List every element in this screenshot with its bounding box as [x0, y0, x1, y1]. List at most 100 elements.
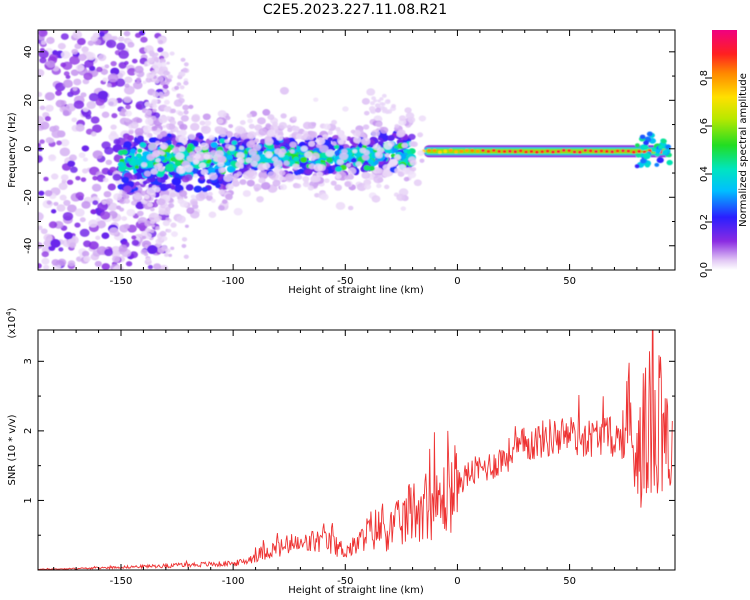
- heatmap-cell: [248, 123, 255, 129]
- heatmap-cell: [137, 135, 144, 141]
- heatmap-cell: [610, 150, 615, 154]
- heatmap-cell: [256, 196, 264, 203]
- heatmap-cell: [150, 219, 156, 225]
- heatmap-cell: [208, 172, 218, 181]
- heatmap-cell: [298, 168, 305, 174]
- heatmap-cell: [289, 149, 295, 154]
- heatmap-cell: [67, 204, 77, 213]
- heatmap-cell: [370, 109, 377, 114]
- heatmap-cell: [148, 137, 156, 143]
- heatmap-cell: [149, 229, 155, 234]
- heatmap-cell: [147, 264, 154, 270]
- heatmap-cell: [63, 199, 71, 206]
- heatmap-cell: [88, 219, 98, 228]
- heatmap-cell: [626, 149, 631, 153]
- heatmap-cell: [190, 194, 196, 199]
- heatmap-cell: [408, 133, 416, 141]
- heatmap-cell: [125, 261, 133, 267]
- heatmap-cell: [132, 81, 143, 90]
- heatmap-cell: [121, 149, 128, 155]
- heatmap-cell: [133, 192, 143, 200]
- heatmap-cell: [513, 150, 518, 154]
- heatmap-cell: [246, 113, 253, 119]
- heatmap-cell: [257, 117, 266, 125]
- heatmap-cell: [127, 41, 135, 48]
- heatmap-cell: [236, 171, 242, 176]
- heatmap-cell: [151, 125, 158, 131]
- heatmap-cell: [261, 181, 271, 190]
- heatmap-cell: [110, 124, 117, 130]
- heatmap-cell: [159, 144, 166, 150]
- snr-frame: [37, 329, 676, 571]
- heatmap-cell: [214, 126, 225, 135]
- heatmap-cell: [247, 131, 257, 139]
- heatmap-cell: [202, 113, 211, 121]
- heatmap-cell: [67, 160, 76, 167]
- heatmap-cell: [144, 252, 149, 257]
- colorbar-tick-label: 0.0: [699, 262, 710, 278]
- heatmap-cell: [373, 175, 384, 184]
- heatmap-cell: [86, 101, 96, 109]
- heatmap-cell: [181, 176, 190, 183]
- heatmap-cell: [334, 184, 342, 191]
- heatmap-cell: [157, 198, 166, 206]
- heatmap-cell: [123, 141, 132, 149]
- heatmap-cell: [284, 138, 290, 144]
- heatmap-cell: [231, 140, 238, 146]
- heatmap-cell: [38, 225, 43, 231]
- heatmap-cell: [300, 156, 308, 163]
- heatmap-cell: [75, 176, 81, 181]
- heatmap-cell: [123, 30, 131, 37]
- snr-y-axis-label: SNR (10 * v/v): [7, 414, 18, 485]
- heatmap-cell: [302, 121, 312, 130]
- heatmap-cell: [90, 116, 100, 124]
- heatmap-cell: [78, 152, 86, 159]
- heatmap-cell: [377, 99, 381, 103]
- heatmap-cell: [79, 228, 90, 237]
- heatmap-cell: [179, 94, 184, 98]
- heatmap-cell: [276, 134, 284, 141]
- heatmap-cell: [361, 154, 370, 161]
- heatmap-cell: [327, 130, 333, 135]
- heatmap-y-axis-label: Frequency (Hz): [7, 112, 18, 188]
- heatmap-cell: [245, 157, 253, 164]
- heatmap-cell: [356, 182, 367, 192]
- heatmap-cell: [161, 236, 168, 242]
- heatmap-cell: [223, 174, 233, 182]
- heatmap-cell: [642, 144, 649, 150]
- heatmap-cell: [368, 159, 374, 164]
- heatmap-cell: [143, 194, 150, 200]
- heatmap-cell: [104, 248, 114, 257]
- x-tick-label: -100: [222, 576, 245, 587]
- heatmap-cell: [291, 116, 297, 121]
- heatmap-cell: [397, 164, 407, 172]
- heatmap-cell: [189, 151, 196, 157]
- heatmap-cell: [153, 163, 162, 170]
- heatmap-cell: [53, 201, 59, 207]
- heatmap-cell: [283, 160, 290, 166]
- heatmap-cell: [594, 149, 598, 154]
- heatmap-cell: [325, 149, 335, 157]
- heatmap-cell: [236, 151, 245, 159]
- heatmap-cell: [225, 115, 231, 121]
- heatmap-cell: [44, 115, 51, 122]
- heatmap-cell: [160, 137, 167, 143]
- heatmap-cell: [146, 245, 158, 255]
- heatmap-cell: [145, 118, 154, 125]
- heatmap-cell: [104, 64, 110, 69]
- heatmap-cell: [101, 232, 110, 240]
- heatmap-cell: [153, 263, 162, 270]
- heatmap-cell: [634, 143, 640, 148]
- heatmap-cell: [289, 141, 297, 148]
- heatmap-cell: [208, 135, 215, 141]
- heatmap-cell: [158, 115, 168, 124]
- heatmap-cell: [158, 70, 165, 76]
- heatmap-cell: [44, 190, 53, 197]
- heatmap-cell: [308, 140, 316, 147]
- heatmap-cell: [129, 251, 138, 259]
- heatmap-cell: [81, 201, 91, 209]
- heatmap-cell: [292, 163, 300, 170]
- heatmap-cell: [502, 149, 507, 154]
- y-tick-label: 40: [23, 45, 34, 58]
- heatmap-cell: [70, 69, 79, 76]
